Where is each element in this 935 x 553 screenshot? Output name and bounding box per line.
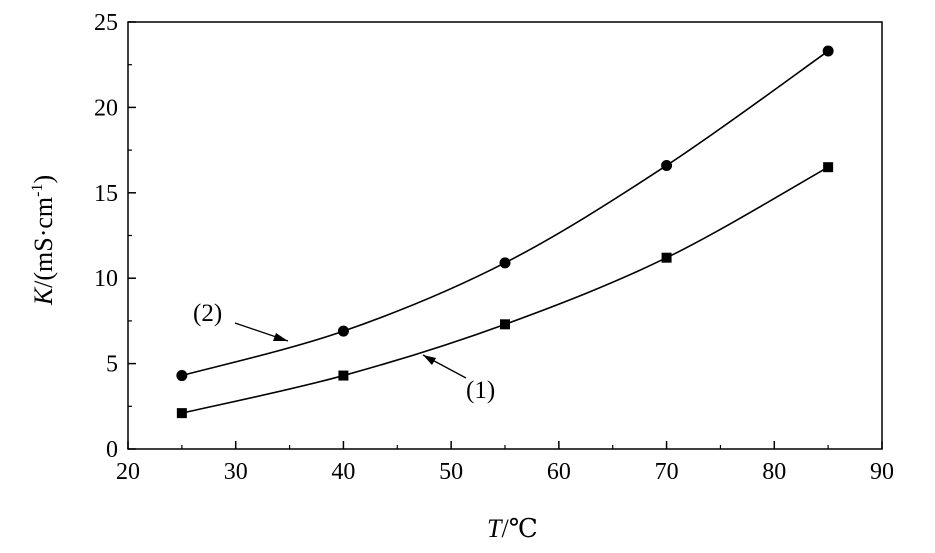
x-axis-label-symbol: T [487, 514, 503, 543]
plot-frame [127, 21, 883, 450]
y-tick-label: 15 [94, 181, 118, 207]
y-axis-label-close: ) [29, 175, 58, 184]
x-axis-label: T/℃ [487, 514, 538, 543]
x-tick-label: 80 [762, 459, 786, 485]
y-tick-label: 0 [106, 437, 118, 463]
x-tick-label: 40 [331, 459, 355, 485]
x-tick-labels: 20 30 40 50 60 70 80 90 [116, 459, 894, 485]
circle-marker [499, 257, 511, 269]
circle-marker [822, 45, 834, 57]
y-axis-label-unit: /(mS·cm [29, 197, 58, 288]
square-marker [823, 162, 834, 173]
series-group [176, 45, 834, 419]
series-2 [176, 45, 834, 382]
square-marker [176, 408, 187, 419]
series-1 [176, 162, 834, 419]
x-tick-label: 70 [655, 459, 679, 485]
square-marker [500, 319, 510, 330]
y-axis-label-symbol: K [29, 286, 58, 306]
x-tick-label: 20 [116, 459, 140, 485]
x-tick-label: 50 [439, 459, 463, 485]
axis-ticks [127, 21, 883, 450]
circle-marker [661, 159, 673, 171]
y-tick-labels: 0 5 10 15 20 25 [94, 10, 118, 463]
square-marker [338, 370, 349, 381]
annotation-label-1: (1) [466, 377, 495, 404]
y-tick-label: 20 [94, 95, 118, 121]
y-tick-label: 10 [94, 266, 118, 292]
x-tick-label: 60 [547, 459, 571, 485]
y-tick-label: 5 [106, 352, 118, 378]
x-tick-label: 90 [870, 459, 894, 485]
x-tick-label: 30 [224, 459, 248, 485]
series-line-1 [181, 166, 829, 414]
y-axis-label: K/(mS·cm-1) [29, 175, 58, 306]
annotation-arrowhead-2 [273, 333, 288, 341]
circle-marker [176, 370, 188, 382]
y-tick-label: 25 [94, 10, 118, 36]
x-axis-label-unit: /℃ [501, 514, 537, 543]
annotation-arrowhead-1 [423, 355, 436, 365]
y-axis-label-exponent: -1 [29, 184, 46, 197]
annotation-label-2: (2) [193, 300, 222, 327]
circle-marker [337, 325, 349, 337]
square-marker [661, 252, 672, 263]
